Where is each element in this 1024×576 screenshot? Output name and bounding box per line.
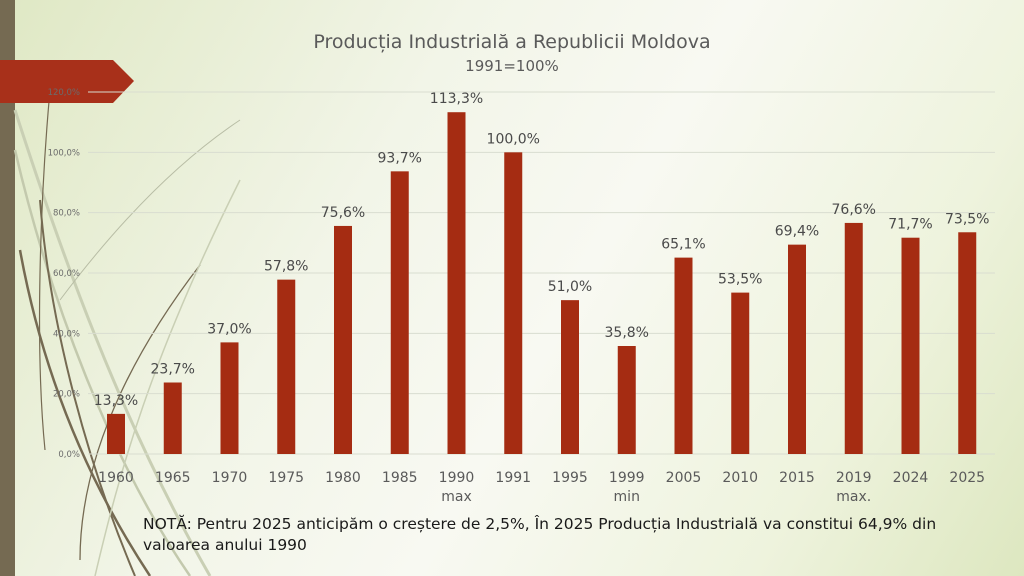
bar [504,152,523,455]
bar [788,244,806,454]
data-label: 69,4% [775,224,819,240]
x-tick-label: 2024 [893,470,929,486]
x-tick-label: 1970 [212,470,248,486]
data-label: 65,1% [661,237,705,253]
y-tick-label: 20,0% [53,390,80,400]
bar [674,257,693,454]
x-tick-sublabel: min [614,489,640,505]
bar [390,171,409,455]
x-tick-label: 2025 [949,470,985,486]
x-tick-label: 2019 [836,470,872,486]
bar [277,279,296,454]
bar [447,112,466,454]
data-label: 93,7% [378,150,422,166]
x-tick-label: 2015 [779,470,815,486]
x-tick-label: 2010 [722,470,758,486]
x-tick-label: 2005 [666,470,702,486]
y-tick-label: 40,0% [53,329,80,339]
data-label: 71,7% [888,217,932,233]
bar [617,346,636,454]
bar [220,342,239,454]
data-label: 37,0% [207,321,251,337]
x-tick-label: 1995 [552,470,588,486]
x-tick-sublabel: max. [836,489,871,505]
data-label: 57,8% [264,259,308,275]
bar [844,222,863,454]
bar [958,232,977,454]
chart-subtitle: 1991=100% [465,57,559,75]
data-label: 51,0% [548,279,592,295]
bar [107,413,125,454]
x-tick-label: 1980 [325,470,361,486]
data-label: 13,3% [94,393,138,409]
y-tick-label: 120,0% [48,88,80,98]
data-label: 35,8% [605,325,649,341]
bar [163,382,182,454]
y-tick-label: 0,0% [58,450,80,460]
data-label: 75,6% [321,205,365,221]
x-tick-sublabel: max [441,489,472,505]
y-tick-label: 100,0% [48,148,80,158]
chart-title: Producția Industrială a Republicii Moldo… [313,31,711,53]
data-label: 23,7% [151,362,195,378]
data-label: 76,6% [832,202,876,218]
x-tick-label: 1985 [382,470,418,486]
x-tick-label: 1999 [609,470,645,486]
bar [901,237,920,454]
y-tick-label: 60,0% [53,269,80,279]
y-tick-label: 80,0% [53,209,80,219]
x-tick-label: 1975 [268,470,304,486]
data-label: 100,0% [487,131,540,147]
x-tick-label: 1965 [155,470,191,486]
side-accent-bar [0,0,15,576]
arrow-banner [0,60,134,103]
data-label: 53,5% [718,272,762,288]
bar [731,292,750,454]
x-tick-label: 1991 [495,470,531,486]
bar [334,225,352,454]
data-label: 113,3% [430,91,483,107]
x-tick-label: 1990 [439,470,475,486]
footnote: NOTĂ: Pentru 2025 anticipăm o creștere d… [143,515,937,554]
data-label: 73,5% [945,211,989,227]
bar [561,300,579,454]
x-tick-label: 1960 [98,470,134,486]
